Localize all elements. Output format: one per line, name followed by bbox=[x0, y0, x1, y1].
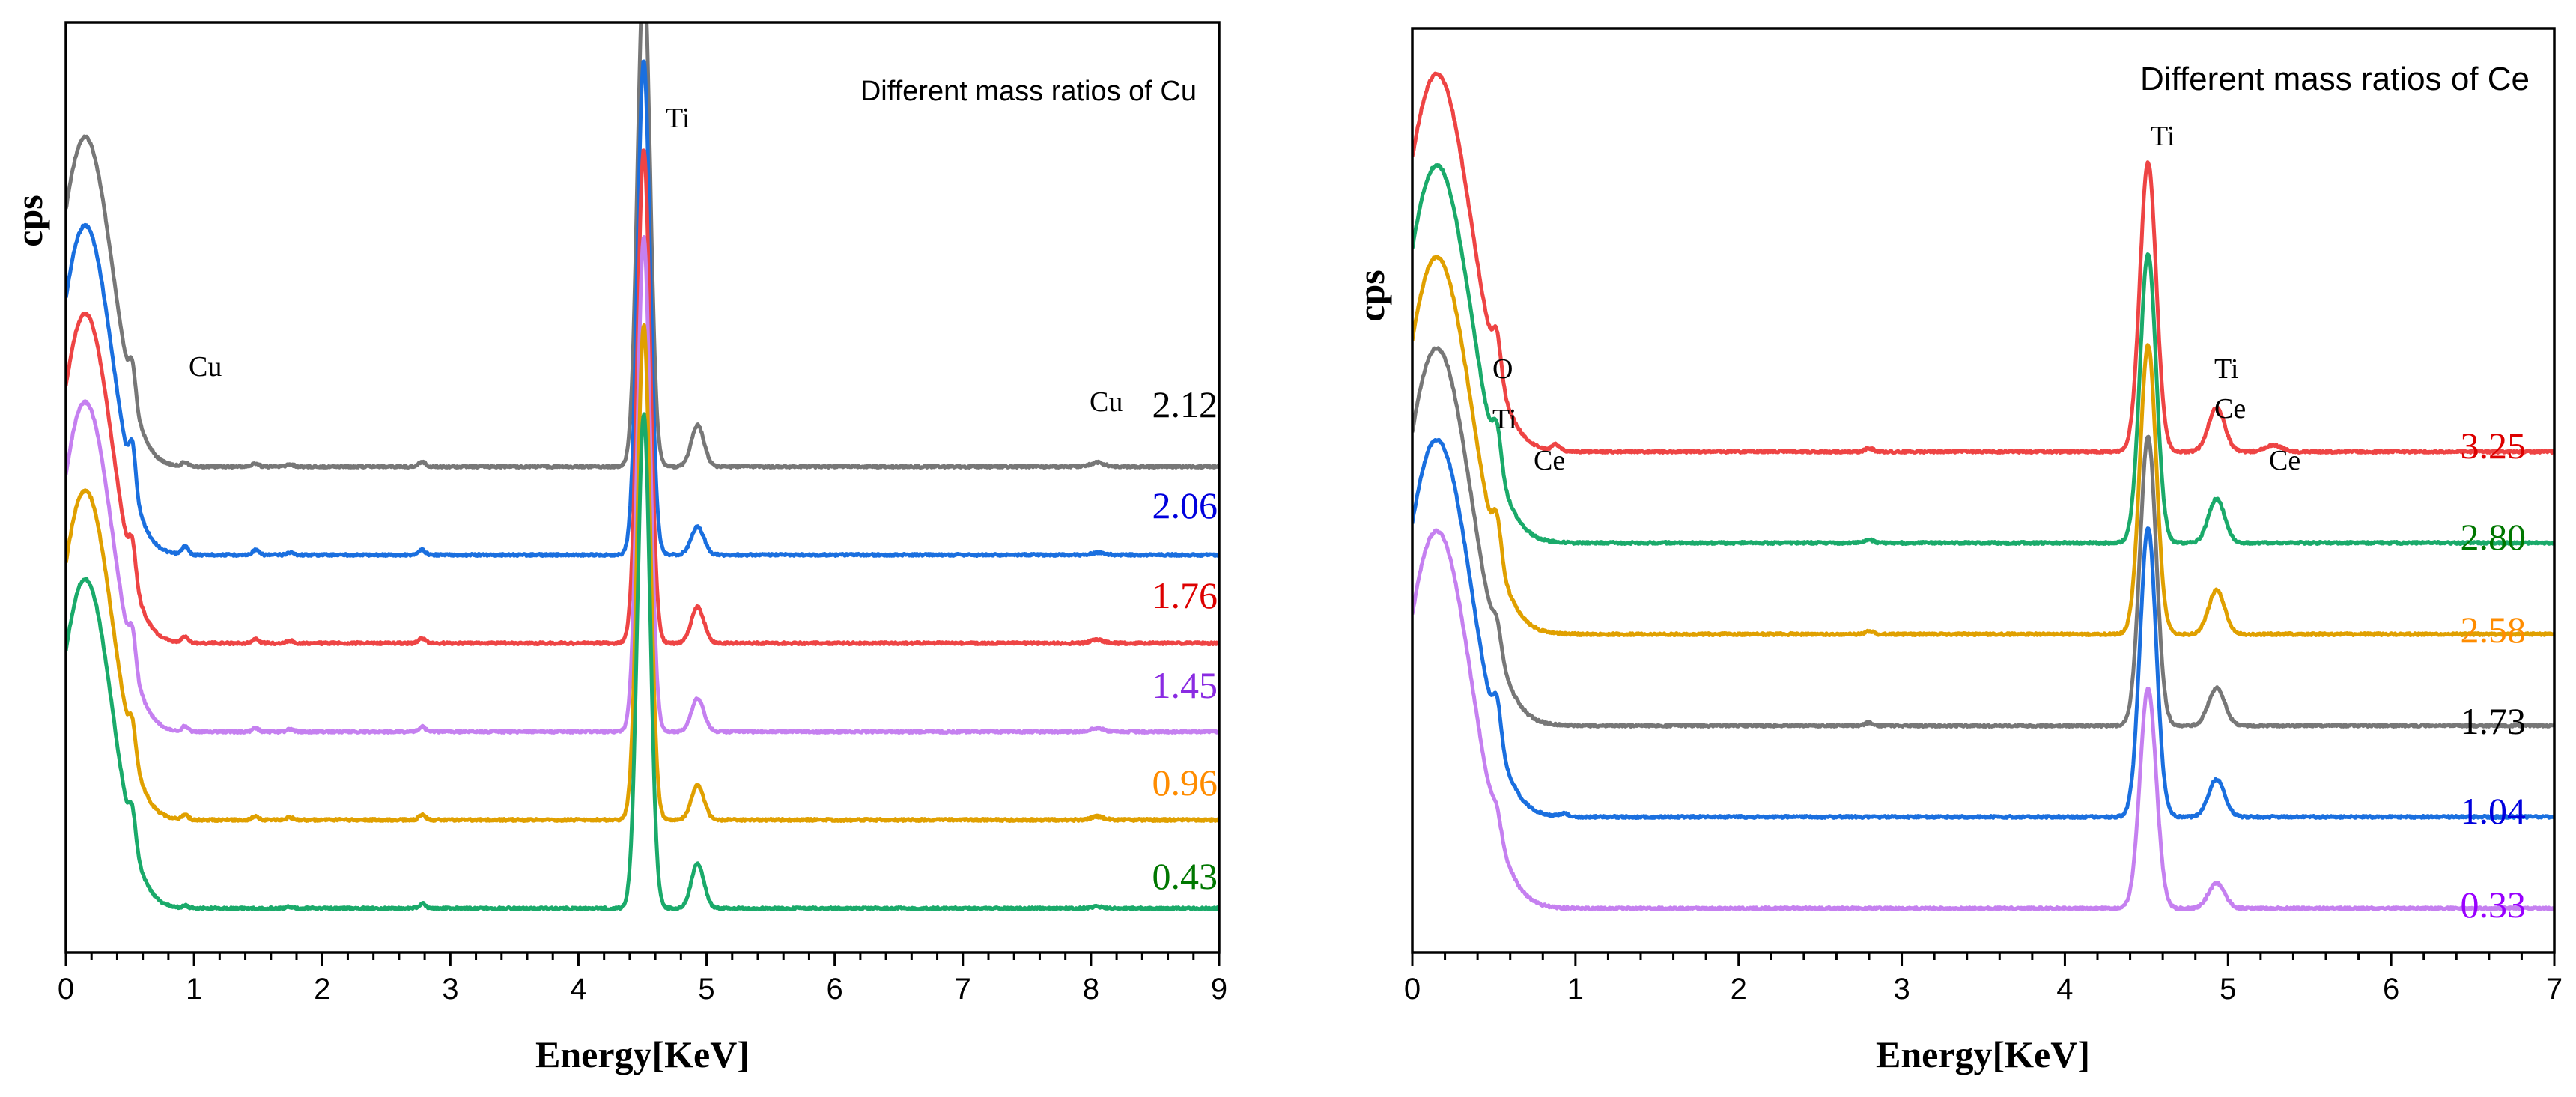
ce-y-axis-title: cps bbox=[1350, 270, 1392, 321]
ce-peak-labels: O Ti Ce Ti Ti Ce Ce bbox=[1492, 121, 2300, 476]
x-tick-label: 4 bbox=[570, 973, 586, 1006]
peak-label: Ce bbox=[2214, 393, 2246, 425]
ratio-label-2.58: 2.58 bbox=[2461, 609, 2527, 651]
ce-ratio-labels: 3.25 2.80 2.58 1.73 1.04 0.33 bbox=[2461, 425, 2527, 926]
spectrum-line-1.76 bbox=[66, 148, 1219, 646]
spectrum-line-2.12 bbox=[66, 22, 1219, 470]
cu-x-axis: 0 1 2 3 4 5 6 7 8 9 bbox=[58, 952, 1227, 1006]
cu-panel-title: Different mass ratios of Cu bbox=[860, 76, 1197, 107]
peak-label: Ti bbox=[2151, 121, 2175, 152]
x-tick-label: 6 bbox=[827, 973, 843, 1006]
spectrum-line-0.33 bbox=[1412, 528, 2554, 911]
x-tick-label: 9 bbox=[1211, 973, 1227, 1006]
ratio-label-0.43: 0.43 bbox=[1152, 855, 1218, 897]
ratio-label-3.25: 3.25 bbox=[2461, 425, 2527, 467]
x-tick-label: 1 bbox=[1567, 973, 1584, 1006]
x-tick-label: 2 bbox=[314, 973, 330, 1006]
ratio-label-2.12: 2.12 bbox=[1152, 383, 1218, 425]
cu-plot-frame bbox=[64, 21, 1221, 954]
x-tick-label: 4 bbox=[2056, 973, 2073, 1006]
ce-x-axis-title: Energy[KeV] bbox=[1876, 1033, 2090, 1075]
ratio-label-0.33: 0.33 bbox=[2461, 884, 2527, 926]
ce-x-axis: 0 1 2 3 4 5 6 7 bbox=[1404, 952, 2563, 1006]
peak-label: Cu bbox=[1090, 386, 1123, 418]
spectrum-line-2.06 bbox=[66, 59, 1219, 558]
ce-plot-frame bbox=[1411, 27, 2556, 954]
x-tick-label: 7 bbox=[2546, 973, 2563, 1006]
x-tick-label: 1 bbox=[186, 973, 202, 1006]
peak-label: Ti bbox=[2214, 353, 2238, 385]
spectrum-line-1.45 bbox=[66, 235, 1219, 735]
ce-spectra-panel: 0 1 2 3 4 5 6 7 Different mass ratios of Ce Ene… bbox=[1350, 27, 2563, 1075]
x-tick-label: 0 bbox=[58, 973, 74, 1006]
ratio-label-1.04: 1.04 bbox=[2461, 790, 2527, 832]
ce-panel-title: Different mass ratios of Ce bbox=[2140, 61, 2530, 97]
spectrum-line-2.80 bbox=[1412, 163, 2554, 546]
ratio-label-1.45: 1.45 bbox=[1152, 664, 1218, 706]
x-tick-label: 0 bbox=[1404, 973, 1421, 1006]
x-tick-label: 6 bbox=[2383, 973, 2399, 1006]
peak-label: Cu bbox=[189, 351, 222, 383]
peak-label: O bbox=[1492, 353, 1513, 385]
x-tick-label: 2 bbox=[1731, 973, 1747, 1006]
x-tick-label: 7 bbox=[955, 973, 971, 1006]
ratio-label-1.76: 1.76 bbox=[1152, 574, 1218, 616]
ratio-label-0.96: 0.96 bbox=[1152, 762, 1218, 803]
x-tick-label: 3 bbox=[1893, 973, 1910, 1006]
ratio-label-2.06: 2.06 bbox=[1152, 484, 1218, 526]
cu-peak-labels: Ti Cu Cu bbox=[189, 103, 1123, 418]
cu-spectra-traces bbox=[66, 22, 1219, 911]
peak-label: Ce bbox=[2269, 445, 2300, 476]
cu-x-axis-title: Energy[KeV] bbox=[535, 1033, 750, 1075]
spectrum-line-0.96 bbox=[66, 323, 1219, 823]
ratio-label-2.80: 2.80 bbox=[2461, 516, 2527, 558]
x-tick-label: 8 bbox=[1083, 973, 1099, 1006]
cu-ratio-labels: 2.12 2.06 1.76 1.45 0.96 0.43 bbox=[1152, 383, 1218, 897]
spectrum-line-3.25 bbox=[1412, 71, 2554, 455]
cu-y-axis-title: cps bbox=[8, 195, 50, 246]
peak-label: Ti bbox=[1492, 404, 1516, 435]
ce-spectra-traces bbox=[1412, 71, 2554, 911]
peak-label: Ce bbox=[1534, 445, 1565, 476]
x-tick-label: 3 bbox=[442, 973, 458, 1006]
spectrum-line-2.58 bbox=[1412, 255, 2554, 637]
spectrum-line-0.43 bbox=[66, 412, 1219, 911]
cu-spectra-panel: 0 1 2 3 4 5 6 7 8 9 Different mass ratios of Cu E… bbox=[8, 21, 1227, 1075]
spectrum-line-1.73 bbox=[1412, 346, 2554, 729]
x-tick-label: 5 bbox=[698, 973, 714, 1006]
peak-label: Ti bbox=[666, 103, 690, 134]
ratio-label-1.73: 1.73 bbox=[2461, 700, 2527, 742]
spectrum-line-1.04 bbox=[1412, 437, 2554, 820]
x-tick-label: 5 bbox=[2220, 973, 2236, 1006]
